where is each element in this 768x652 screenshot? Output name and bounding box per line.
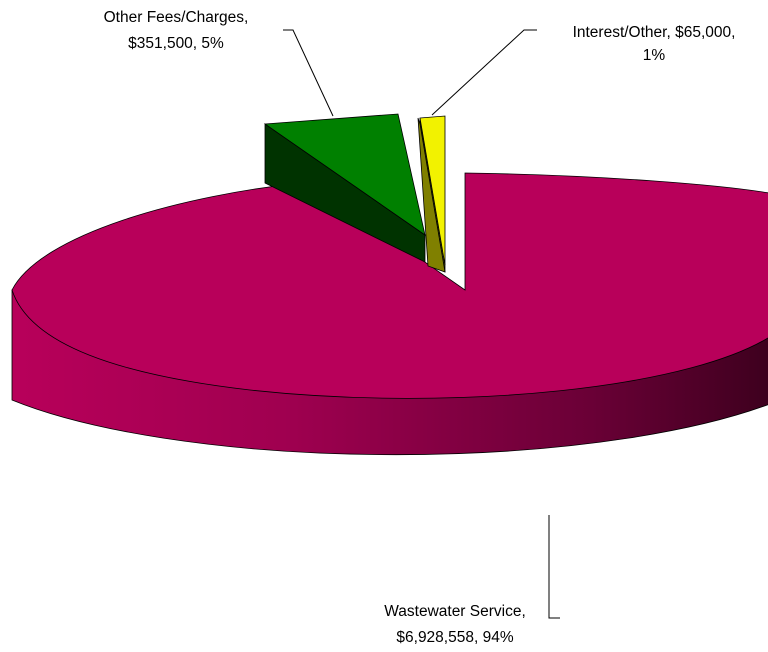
wastewater-slice-top <box>11 172 768 399</box>
other-fees-slice-top <box>263 113 426 236</box>
label-wastewater-line2: $6,928,558, 94% <box>396 629 513 646</box>
interest-slice-top <box>419 115 446 266</box>
label-other-fees-line2: $351,500, 5% <box>128 35 224 52</box>
label-other-fees-line1: Other Fees/Charges, <box>104 9 249 26</box>
leader-interest <box>431 29 537 116</box>
leader-other-fees <box>283 29 334 117</box>
label-interest-line2: 1% <box>643 47 666 64</box>
leader-wastewater <box>548 515 560 619</box>
label-interest-line1: Interest/Other, $65,000, <box>573 24 736 41</box>
label-wastewater-line1: Wastewater Service, <box>384 603 526 620</box>
interest-slice-side-front <box>417 117 446 273</box>
